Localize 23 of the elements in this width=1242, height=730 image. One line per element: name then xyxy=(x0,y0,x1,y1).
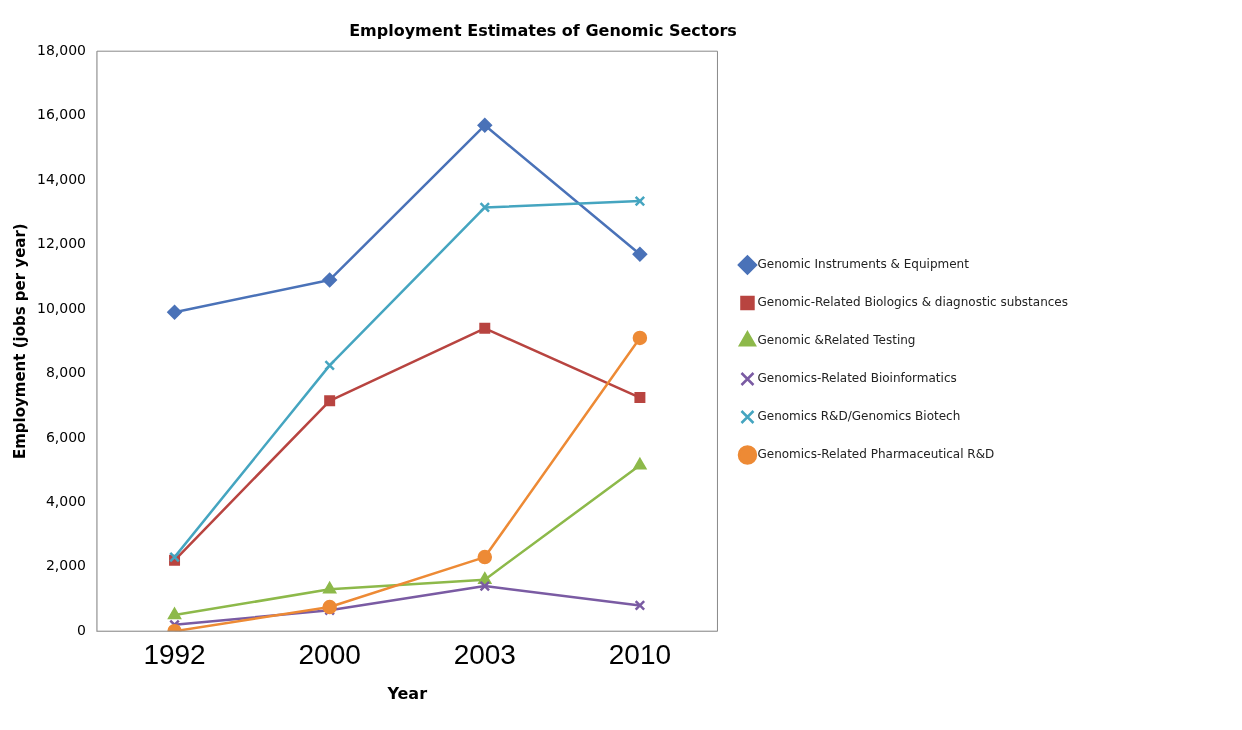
y-tick-label: 12,000 xyxy=(36,235,86,252)
x-tick-label: 2010 xyxy=(608,638,672,670)
y-tick-label: 4,000 xyxy=(45,492,86,509)
legend-label: Genomic-Related Biologics & diagnostic substances xyxy=(757,295,1069,310)
legend-label: Genomics-Related Pharmaceutical R&D xyxy=(757,447,995,462)
x-tick-label: 1992 xyxy=(143,638,206,670)
y-tick-label: 2,000 xyxy=(45,557,86,574)
y-tick-label: 8,000 xyxy=(45,364,86,381)
chart-title: Employment Estimates of Genomic Sectors xyxy=(349,20,737,40)
x-tick-label: 2003 xyxy=(453,638,516,670)
y-tick-label: 10,000 xyxy=(36,299,86,316)
y-tick-label: 18,000 xyxy=(36,41,86,58)
y-tick-label: 6,000 xyxy=(45,428,86,445)
y-tick-label: 16,000 xyxy=(36,106,86,123)
y-axis-title: Employment (jobs per year) xyxy=(10,223,29,460)
y-tick-label: 0 xyxy=(77,621,86,638)
y-tick-label: 14,000 xyxy=(36,170,86,187)
legend-label: Genomics R&D/Genomics Biotech xyxy=(757,409,961,424)
legend-label: Genomic Instruments & Equipment xyxy=(757,257,970,272)
legend-label: Genomic &Related Testing xyxy=(757,333,916,348)
x-tick-label: 2000 xyxy=(298,638,361,670)
x-axis-title: Year xyxy=(386,683,428,703)
legend-label: Genomics-Related Bioinformatics xyxy=(757,371,957,386)
